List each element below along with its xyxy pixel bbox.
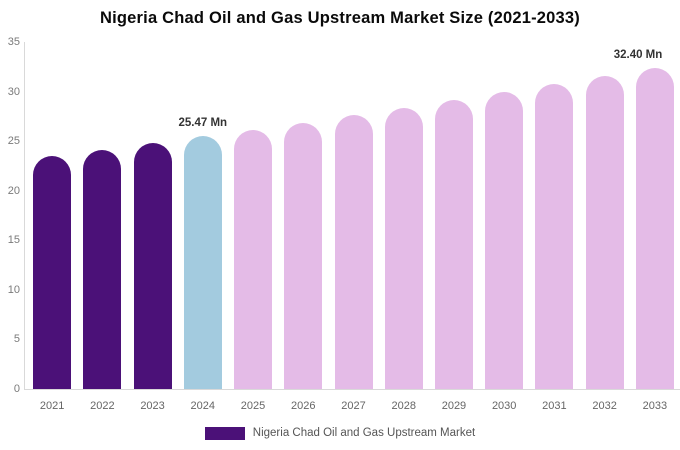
y-tick-0: 0 [13, 383, 20, 395]
bar-2026[interactable] [284, 122, 323, 389]
x-axis-line [24, 389, 680, 390]
value-label-2024: 25.47 Mn [178, 117, 228, 130]
x-label-2032: 2032 [592, 400, 617, 412]
legend-label: Nigeria Chad Oil and Gas Upstream Market [252, 427, 476, 439]
legend[interactable]: Nigeria Chad Oil and Gas Upstream Market [0, 425, 680, 441]
y-tick-10: 10 [7, 283, 20, 296]
x-label-2021: 2021 [39, 400, 65, 412]
y-tick-25: 25 [7, 135, 20, 148]
y-tick-30: 30 [7, 85, 20, 98]
bar-2032[interactable] [585, 76, 624, 389]
bar-2030[interactable] [485, 92, 524, 389]
x-label-2026: 2026 [291, 400, 316, 412]
legend-swatch [204, 426, 245, 440]
bar-2022[interactable] [83, 149, 122, 389]
bar-2031[interactable] [535, 84, 574, 389]
y-axis-line [24, 42, 25, 389]
x-label-2025: 2025 [240, 400, 266, 412]
y-tick-35: 35 [7, 36, 20, 48]
y-tick-20: 20 [7, 184, 20, 197]
bar-2025[interactable] [234, 129, 273, 389]
x-label-2031: 2031 [542, 400, 567, 412]
bar-2028[interactable] [384, 107, 423, 389]
x-label-2027: 2027 [341, 400, 366, 412]
bar-2029[interactable] [434, 100, 473, 389]
value-label-2033: 32.40 Mn [613, 48, 663, 61]
x-label-2023: 2023 [140, 400, 165, 412]
bar-2021[interactable] [33, 155, 72, 389]
bar-2027[interactable] [334, 115, 373, 389]
bar-2023[interactable] [133, 143, 172, 389]
chart-title: Nigeria Chad Oil and Gas Upstream Market… [100, 9, 580, 27]
bar-2033[interactable] [635, 67, 674, 389]
x-label-2022: 2022 [90, 400, 115, 412]
x-label-2030: 2030 [491, 400, 517, 412]
bar-2024[interactable] [183, 136, 222, 389]
x-label-2024: 2024 [190, 400, 216, 412]
x-label-2029: 2029 [441, 400, 467, 412]
x-label-2028: 2028 [391, 400, 416, 412]
x-label-2033: 2033 [642, 400, 668, 412]
y-tick-5: 5 [13, 333, 20, 346]
y-tick-15: 15 [7, 234, 20, 247]
